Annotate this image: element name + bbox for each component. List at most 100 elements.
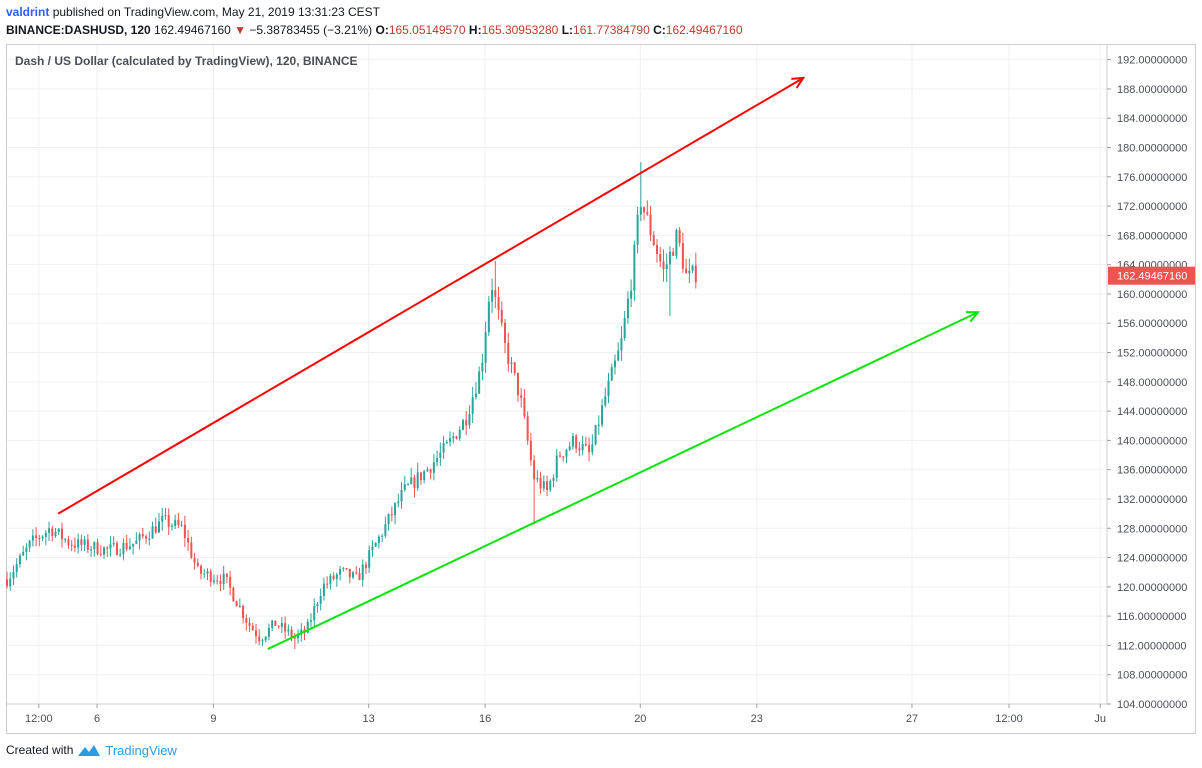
candle-body-down (646, 212, 649, 215)
y-tick-label: 120.00000000 (1117, 582, 1187, 594)
chart-frame[interactable] (6, 44, 1196, 734)
high-label: H: (468, 23, 482, 37)
candle-body-up (77, 539, 80, 548)
x-tick-label: 12:00 (25, 713, 53, 725)
candle-body-up (536, 477, 539, 480)
high-value: 165.30953280 (481, 23, 559, 37)
trend-lines[interactable] (57, 76, 981, 650)
candle-body-up (601, 405, 604, 425)
candle-body-down (274, 620, 277, 626)
candle-body-up (112, 543, 115, 545)
candle-body-down (183, 524, 186, 538)
candle-body-up (410, 477, 413, 485)
candle-body-up (449, 438, 452, 442)
candle-body-up (400, 489, 403, 502)
candle-body-down (348, 568, 351, 578)
grid-lines (7, 45, 1106, 705)
candle-body-up (458, 429, 461, 439)
candle-body-up (387, 513, 390, 525)
price-change: −5.38783455 (−3.21%) (249, 23, 373, 37)
chart-header: valdrint published on TradingView.com, M… (0, 0, 1202, 42)
y-tick-label: 140.00000000 (1117, 435, 1187, 447)
candle-body-down (125, 542, 128, 550)
candle-body-up (54, 531, 57, 537)
candle-body-up (238, 606, 241, 608)
y-tick-label: 124.00000000 (1117, 553, 1187, 565)
candle-body-down (332, 575, 335, 580)
candle-body-down (529, 440, 532, 461)
candle-body-down (678, 230, 681, 243)
price-axis[interactable]: 104.00000000 108.00000000 112.00000000 116.… (1106, 45, 1195, 711)
candle-body-up (287, 629, 290, 632)
candle-body-up (623, 318, 626, 339)
candle-body-up (452, 436, 455, 439)
candle-body-down (193, 557, 196, 563)
candle-body-up (423, 471, 426, 481)
candle-body-up (322, 583, 325, 597)
candle-body-up (630, 290, 633, 299)
candle-body-up (309, 620, 312, 622)
candle-body-up (688, 270, 691, 274)
candle-body-up (542, 481, 545, 489)
candle-body-up (471, 397, 474, 415)
resistance-trend-line (57, 77, 804, 515)
candle-body-up (636, 214, 639, 245)
candle-body-down (216, 580, 219, 582)
candle-body-down (200, 565, 203, 574)
candle-body-down (187, 537, 190, 543)
candle-body-up (675, 230, 678, 256)
candle-body-up (212, 580, 215, 583)
time-axis[interactable]: 12:00 6 9 13 16 20 23 27 12:00 Ju (7, 703, 1107, 725)
candle-body-down (465, 420, 468, 426)
candle-body-up (384, 524, 387, 536)
candle-body-up (597, 424, 600, 426)
candle-body-down (516, 372, 519, 396)
candle-body-down (413, 477, 416, 489)
candle-body-up (90, 549, 93, 551)
candle-body-down (520, 395, 523, 398)
candle-body-down (643, 207, 646, 213)
published-text: published on TradingView.com, May 21, 20… (52, 5, 381, 19)
candle-body-up (361, 564, 364, 581)
candle-body-down (154, 526, 157, 533)
y-tick-label: 144.00000000 (1117, 406, 1187, 418)
candle-body-up (267, 627, 270, 637)
candle-body-up (403, 484, 406, 490)
candle-body-up (368, 550, 371, 568)
candle-body-down (235, 601, 238, 607)
candle-body-down (504, 322, 507, 343)
candle-body-down (659, 254, 662, 262)
candle-body-down (251, 625, 254, 631)
candle-body-down (145, 536, 148, 539)
candle-body-up (610, 367, 613, 381)
candle-body-up (180, 524, 183, 526)
y-tick-label: 136.00000000 (1117, 465, 1187, 477)
footer: Created with TradingView (6, 742, 177, 758)
candle-body-down (526, 416, 529, 441)
open-label: O: (375, 23, 389, 37)
candle-body-down (662, 261, 665, 270)
candles (5, 162, 697, 650)
candle-body-up (406, 484, 410, 486)
x-tick-label: 6 (94, 713, 100, 725)
candle-body-down (284, 623, 287, 632)
candle-body-down (67, 539, 70, 545)
candle-body-up (594, 425, 597, 445)
candle-body-down (533, 460, 536, 480)
tradingview-logo-icon[interactable] (77, 742, 101, 758)
candle-body-up (620, 338, 623, 351)
candle-body-down (225, 573, 228, 577)
candle-body-down (390, 513, 393, 516)
x-tick-label: 27 (906, 713, 918, 725)
candle-body-up (691, 265, 694, 271)
candle-body-down (255, 630, 258, 637)
tradingview-link[interactable]: TradingView (105, 742, 177, 758)
candle-body-down (248, 622, 251, 626)
candle-body-up (128, 546, 131, 550)
candle-body-down (652, 235, 655, 246)
candle-body-up (397, 501, 400, 504)
candle-body-down (364, 564, 367, 568)
author-link[interactable]: valdrint (6, 5, 50, 19)
candle-body-up (484, 332, 487, 363)
